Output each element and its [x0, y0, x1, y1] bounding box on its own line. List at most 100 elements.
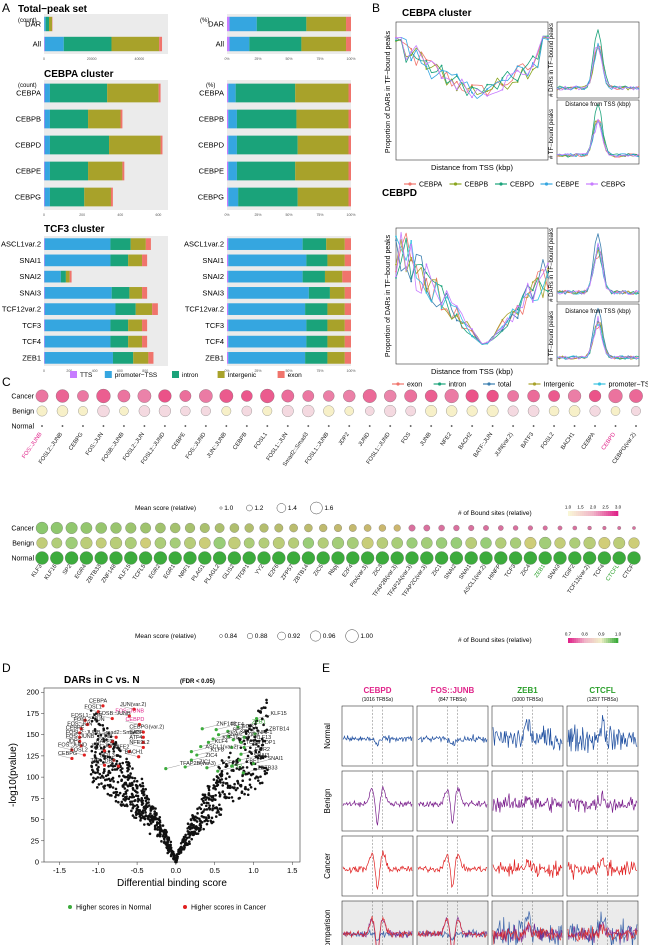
tf-label: FOS::JUNB: [115, 709, 144, 715]
volcano-point: [142, 793, 145, 797]
highlight-point: [254, 716, 259, 721]
volcano-point: [141, 799, 144, 802]
tick-label: 40000: [135, 57, 145, 61]
volcano-point: [193, 818, 196, 822]
volcano-point: [202, 815, 205, 819]
category-label: SNAI2: [19, 272, 41, 281]
series-point: [395, 36, 397, 39]
tf-label: FOSL2::JUN: [73, 717, 104, 723]
legend-point: [487, 382, 491, 386]
volcano-point: [144, 807, 148, 810]
bar-segment-exon: [142, 319, 148, 332]
dot: [491, 425, 494, 427]
volcano-point: [148, 832, 152, 836]
highlight-point: [205, 766, 209, 770]
e-cell-frame: [341, 835, 414, 897]
volcano-point: [191, 832, 194, 836]
series-point: [410, 59, 413, 62]
tf-label: SP3: [233, 727, 243, 733]
dot: [331, 536, 345, 550]
volcano-point: [195, 820, 199, 823]
highlight-point: [195, 753, 199, 757]
dot: [78, 406, 88, 416]
dot: [286, 425, 289, 427]
bar-segment-exon: [152, 303, 158, 315]
bar-segment-exon: [344, 287, 351, 299]
tick-label: 200: [66, 369, 72, 373]
series-point: [547, 287, 549, 290]
volcano-point: [155, 813, 158, 816]
legend-normal: Higher scores in Normal: [76, 905, 152, 912]
e-row-label: Benign: [323, 789, 332, 814]
plot-frame: [556, 227, 640, 303]
volcano-point: [135, 779, 139, 783]
dot: [450, 537, 463, 549]
x-tick-label: 0.0: [171, 866, 181, 875]
volcano-point: [230, 796, 234, 799]
volcano-point: [146, 822, 150, 826]
tf-label: FOS: [401, 432, 413, 445]
volcano-point: [257, 779, 260, 782]
dot: [617, 526, 622, 530]
dot: [389, 425, 392, 427]
volcano-point: [218, 807, 222, 810]
volcano-point: [102, 761, 105, 764]
series-point: [471, 86, 473, 89]
tf-label: EGR4: [74, 563, 88, 580]
dot: [183, 551, 197, 565]
volcano-point: [250, 728, 253, 732]
volcano-point: [156, 828, 159, 831]
dot: [404, 389, 418, 403]
bar-segment-promoter−TSS: [44, 83, 50, 103]
bar-segment-promoter−TSS: [228, 238, 303, 250]
bar-segment-TTS: [227, 161, 229, 181]
volcano-point: [228, 786, 232, 790]
series-point: [395, 235, 397, 238]
bar-segment-promoter−TSS: [44, 303, 116, 315]
volcano-point: [144, 799, 148, 803]
volcano-point: [111, 768, 114, 772]
highlight-point: [110, 739, 114, 744]
volcano-point: [155, 821, 159, 824]
volcano-point: [91, 770, 95, 773]
series-point: [516, 305, 519, 308]
volcano-point: [186, 822, 190, 826]
volcano-point: [266, 768, 269, 772]
tf-label: BACH2: [458, 432, 474, 451]
tf-label: FOSL2: [70, 748, 87, 754]
label-leader: [57, 754, 72, 759]
dot: [557, 525, 563, 531]
series-point: [425, 272, 428, 274]
dot: [434, 551, 449, 565]
size-legend-dot: [246, 504, 253, 512]
dot: [221, 406, 232, 416]
volcano-point: [149, 812, 152, 815]
legend-label: intron: [449, 382, 467, 389]
dot: [102, 425, 105, 427]
bar-segment-exon: [344, 254, 351, 267]
bar-segment-intron: [49, 83, 108, 103]
dot: [109, 551, 123, 565]
dot: [346, 537, 359, 549]
volcano-point: [264, 714, 268, 718]
volcano-point: [103, 784, 107, 788]
highlight-point: [214, 727, 218, 732]
dot: [168, 551, 182, 565]
volcano-point: [189, 818, 193, 822]
volcano-point: [230, 769, 233, 772]
bar-segment-exon: [122, 161, 125, 181]
tf-label: ZEB1: [252, 720, 266, 726]
dot: [384, 405, 397, 417]
series-point: [547, 38, 549, 41]
volcano-point: [94, 717, 97, 721]
volcano-point: [176, 856, 179, 860]
panel-label-d: D: [2, 661, 11, 675]
color-legend-cell: [592, 638, 595, 643]
legend-label: CEBPA: [419, 182, 443, 189]
volcano-point: [112, 780, 115, 783]
c-color-legend-bottom: # of Bound sites (relative) 0.7 0.8 0.9 1.0: [458, 632, 622, 645]
volcano-point: [246, 754, 250, 758]
volcano-point: [238, 768, 241, 771]
dot: [316, 551, 330, 565]
plot-frame: [395, 21, 549, 161]
